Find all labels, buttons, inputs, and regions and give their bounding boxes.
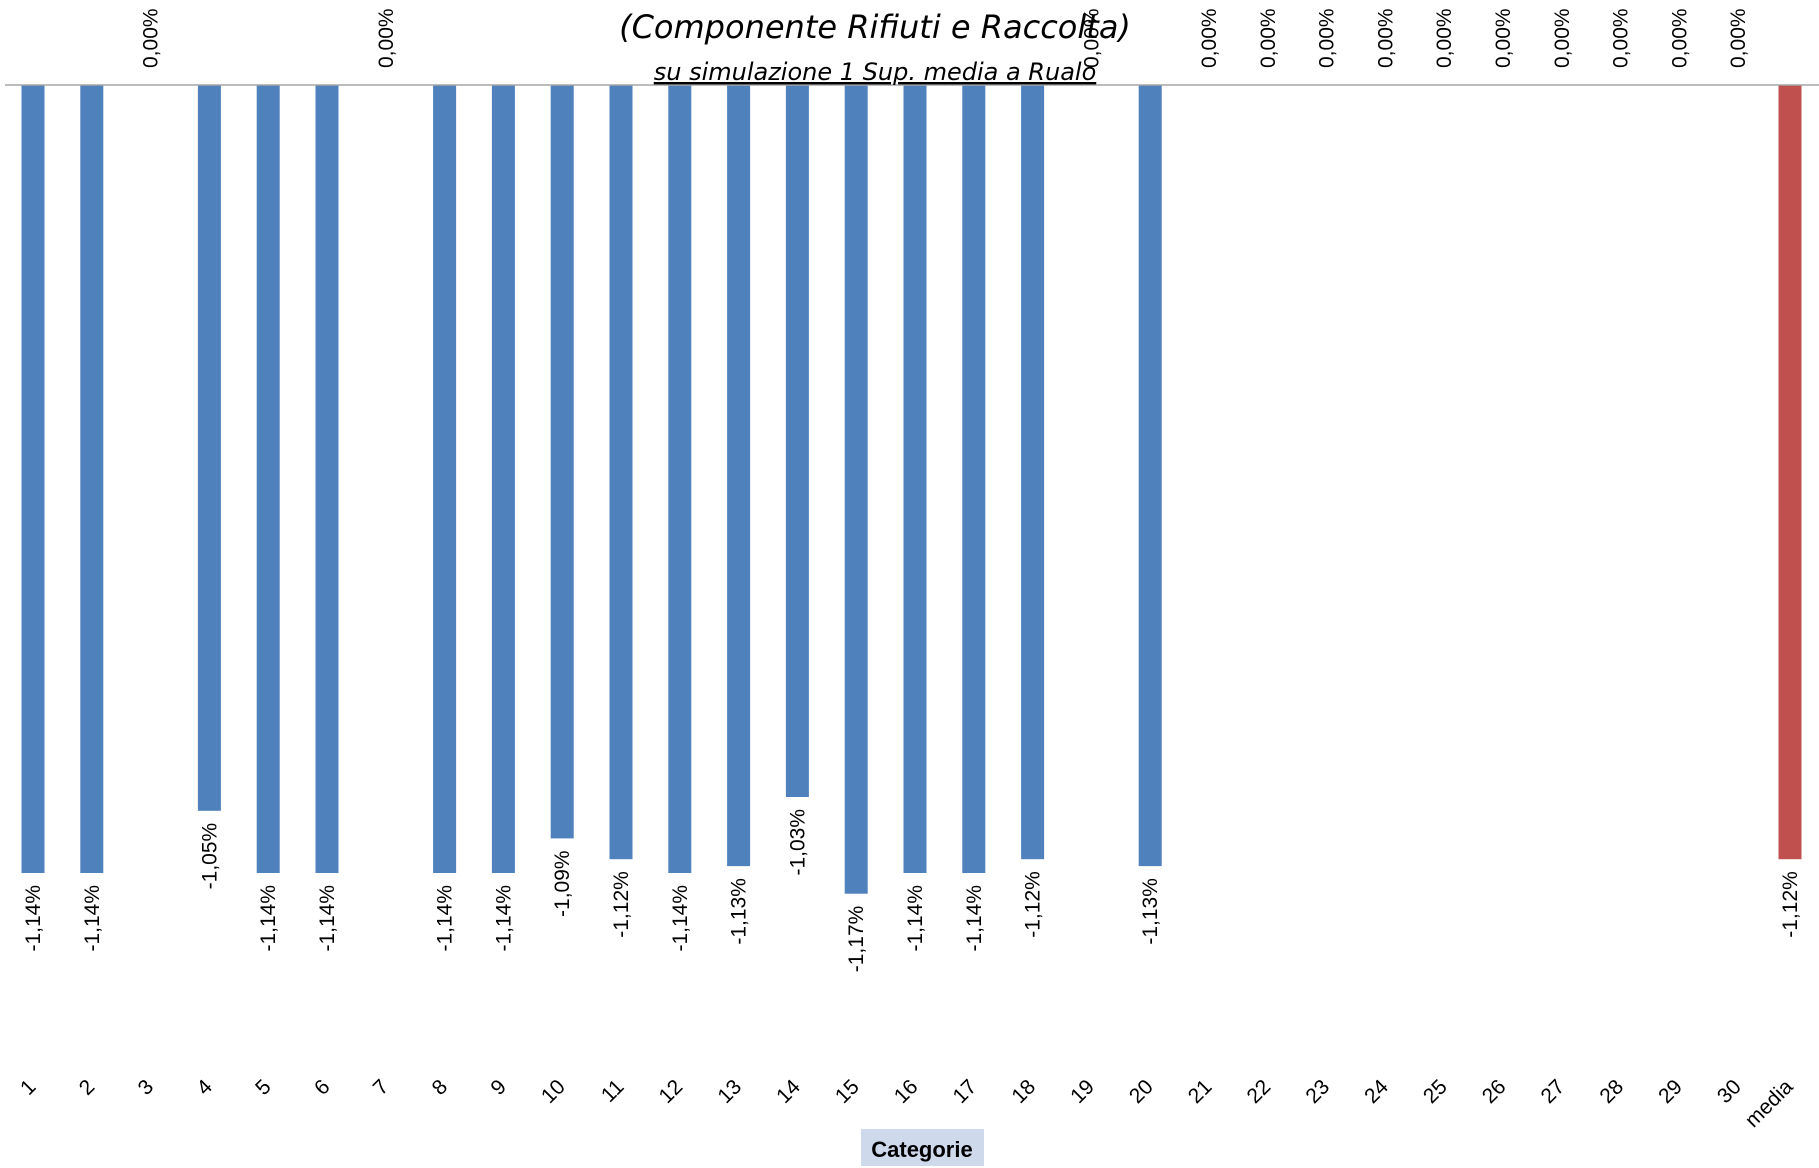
x-tick-5: 5 xyxy=(251,1075,276,1100)
data-label-8: -1,14% xyxy=(434,885,457,952)
x-tick-24: 24 xyxy=(1360,1075,1393,1108)
data-label-25: 0,00% xyxy=(1433,8,1456,68)
x-tick-13: 13 xyxy=(713,1075,746,1108)
bar-18 xyxy=(1021,85,1045,860)
data-label-30: 0,00% xyxy=(1727,8,1750,68)
bar-10 xyxy=(550,85,574,839)
chart-title: (Componente Rifiuti e Raccolta) xyxy=(619,8,1131,46)
bars-layer xyxy=(21,85,1802,894)
data-label-16: -1,14% xyxy=(904,885,927,952)
bar-15 xyxy=(844,85,868,894)
x-tick-19: 19 xyxy=(1066,1075,1099,1108)
x-tick-media: media xyxy=(1741,1075,1798,1132)
x-tick-20: 20 xyxy=(1125,1075,1158,1108)
data-label-10: -1,09% xyxy=(551,850,574,917)
bar-16 xyxy=(903,85,927,873)
x-tick-4: 4 xyxy=(192,1075,217,1100)
bar-13 xyxy=(727,85,751,867)
data-label-26: 0,00% xyxy=(1492,8,1515,68)
bar-media xyxy=(1778,85,1802,860)
data-label-4: -1,05% xyxy=(198,823,221,890)
x-tick-25: 25 xyxy=(1419,1075,1452,1108)
bar-20 xyxy=(1138,85,1162,867)
data-label-13: -1,13% xyxy=(728,878,751,945)
data-label-29: 0,00% xyxy=(1668,8,1691,68)
x-tick-7: 7 xyxy=(369,1075,394,1100)
x-tick-6: 6 xyxy=(310,1075,335,1100)
data-label-21: 0,00% xyxy=(1198,8,1221,68)
data-label-2: -1,14% xyxy=(81,885,104,952)
bar-2 xyxy=(80,85,104,873)
bar-4 xyxy=(197,85,221,811)
data-label-28: 0,00% xyxy=(1610,8,1633,68)
x-tick-29: 29 xyxy=(1654,1075,1687,1108)
x-tick-9: 9 xyxy=(486,1075,511,1100)
bar-12 xyxy=(668,85,692,873)
data-label-18: -1,12% xyxy=(1022,871,1045,938)
x-tick-14: 14 xyxy=(772,1075,805,1108)
x-tick-28: 28 xyxy=(1595,1075,1628,1108)
data-label-24: 0,00% xyxy=(1374,8,1397,68)
data-label-9: -1,14% xyxy=(492,885,515,952)
data-label-3: 0,00% xyxy=(140,8,163,68)
data-label-7: 0,00% xyxy=(375,8,398,68)
x-tick-11: 11 xyxy=(597,1075,629,1107)
bar-9 xyxy=(491,85,515,873)
data-label-12: -1,14% xyxy=(669,885,692,952)
x-tick-3: 3 xyxy=(134,1075,159,1100)
bar-1 xyxy=(21,85,45,873)
bar-6 xyxy=(315,85,339,873)
data-label-media: -1,12% xyxy=(1779,871,1802,938)
x-axis-title-box xyxy=(861,1129,984,1166)
bar-5 xyxy=(256,85,280,873)
data-label-14: -1,03% xyxy=(786,809,809,876)
x-tick-16: 16 xyxy=(890,1075,923,1108)
data-label-15: -1,17% xyxy=(845,906,868,973)
x-tick-27: 27 xyxy=(1537,1075,1570,1108)
data-label-11: -1,12% xyxy=(610,871,633,938)
bar-11 xyxy=(609,85,633,860)
x-tick-15: 15 xyxy=(831,1075,864,1108)
bar-17 xyxy=(962,85,986,873)
data-label-22: 0,00% xyxy=(1257,8,1280,68)
bar-14 xyxy=(785,85,809,797)
x-tick-1: 1 xyxy=(16,1075,41,1100)
x-tick-10: 10 xyxy=(537,1075,570,1108)
bar-8 xyxy=(433,85,457,873)
x-tick-18: 18 xyxy=(1007,1075,1040,1108)
x-tick-labels-layer: 1 2 3 4 5 6 7 8 9 10 11 12 13 14 15 16 17 18 19 20 21 22 23 24 2… xyxy=(16,1075,1798,1132)
data-label-5: -1,14% xyxy=(257,885,280,952)
chart-subtitle: su simulazione 1 Sup. media a Rualo xyxy=(654,58,1097,86)
x-tick-8: 8 xyxy=(428,1075,453,1100)
data-label-6: -1,14% xyxy=(316,885,339,952)
data-label-19: 0,00% xyxy=(1080,8,1103,68)
x-tick-2: 2 xyxy=(75,1075,100,1100)
data-label-17: -1,14% xyxy=(963,885,986,952)
x-tick-23: 23 xyxy=(1301,1075,1334,1108)
x-tick-26: 26 xyxy=(1478,1075,1511,1108)
data-label-20: -1,13% xyxy=(1139,878,1162,945)
data-label-23: 0,00% xyxy=(1316,8,1339,68)
x-tick-17: 17 xyxy=(949,1075,982,1108)
data-label-1: -1,14% xyxy=(22,885,45,952)
x-tick-21: 21 xyxy=(1184,1075,1217,1108)
data-labels-layer: -1,14% -1,14% 0,00% -1,05% -1,14% -1,14% 0,00%… xyxy=(22,8,1802,972)
data-label-27: 0,00% xyxy=(1551,8,1574,68)
x-tick-30: 30 xyxy=(1713,1075,1746,1108)
x-tick-22: 22 xyxy=(1243,1075,1276,1108)
x-tick-12: 12 xyxy=(655,1075,688,1108)
x-axis-title: Categorie xyxy=(871,1137,972,1162)
